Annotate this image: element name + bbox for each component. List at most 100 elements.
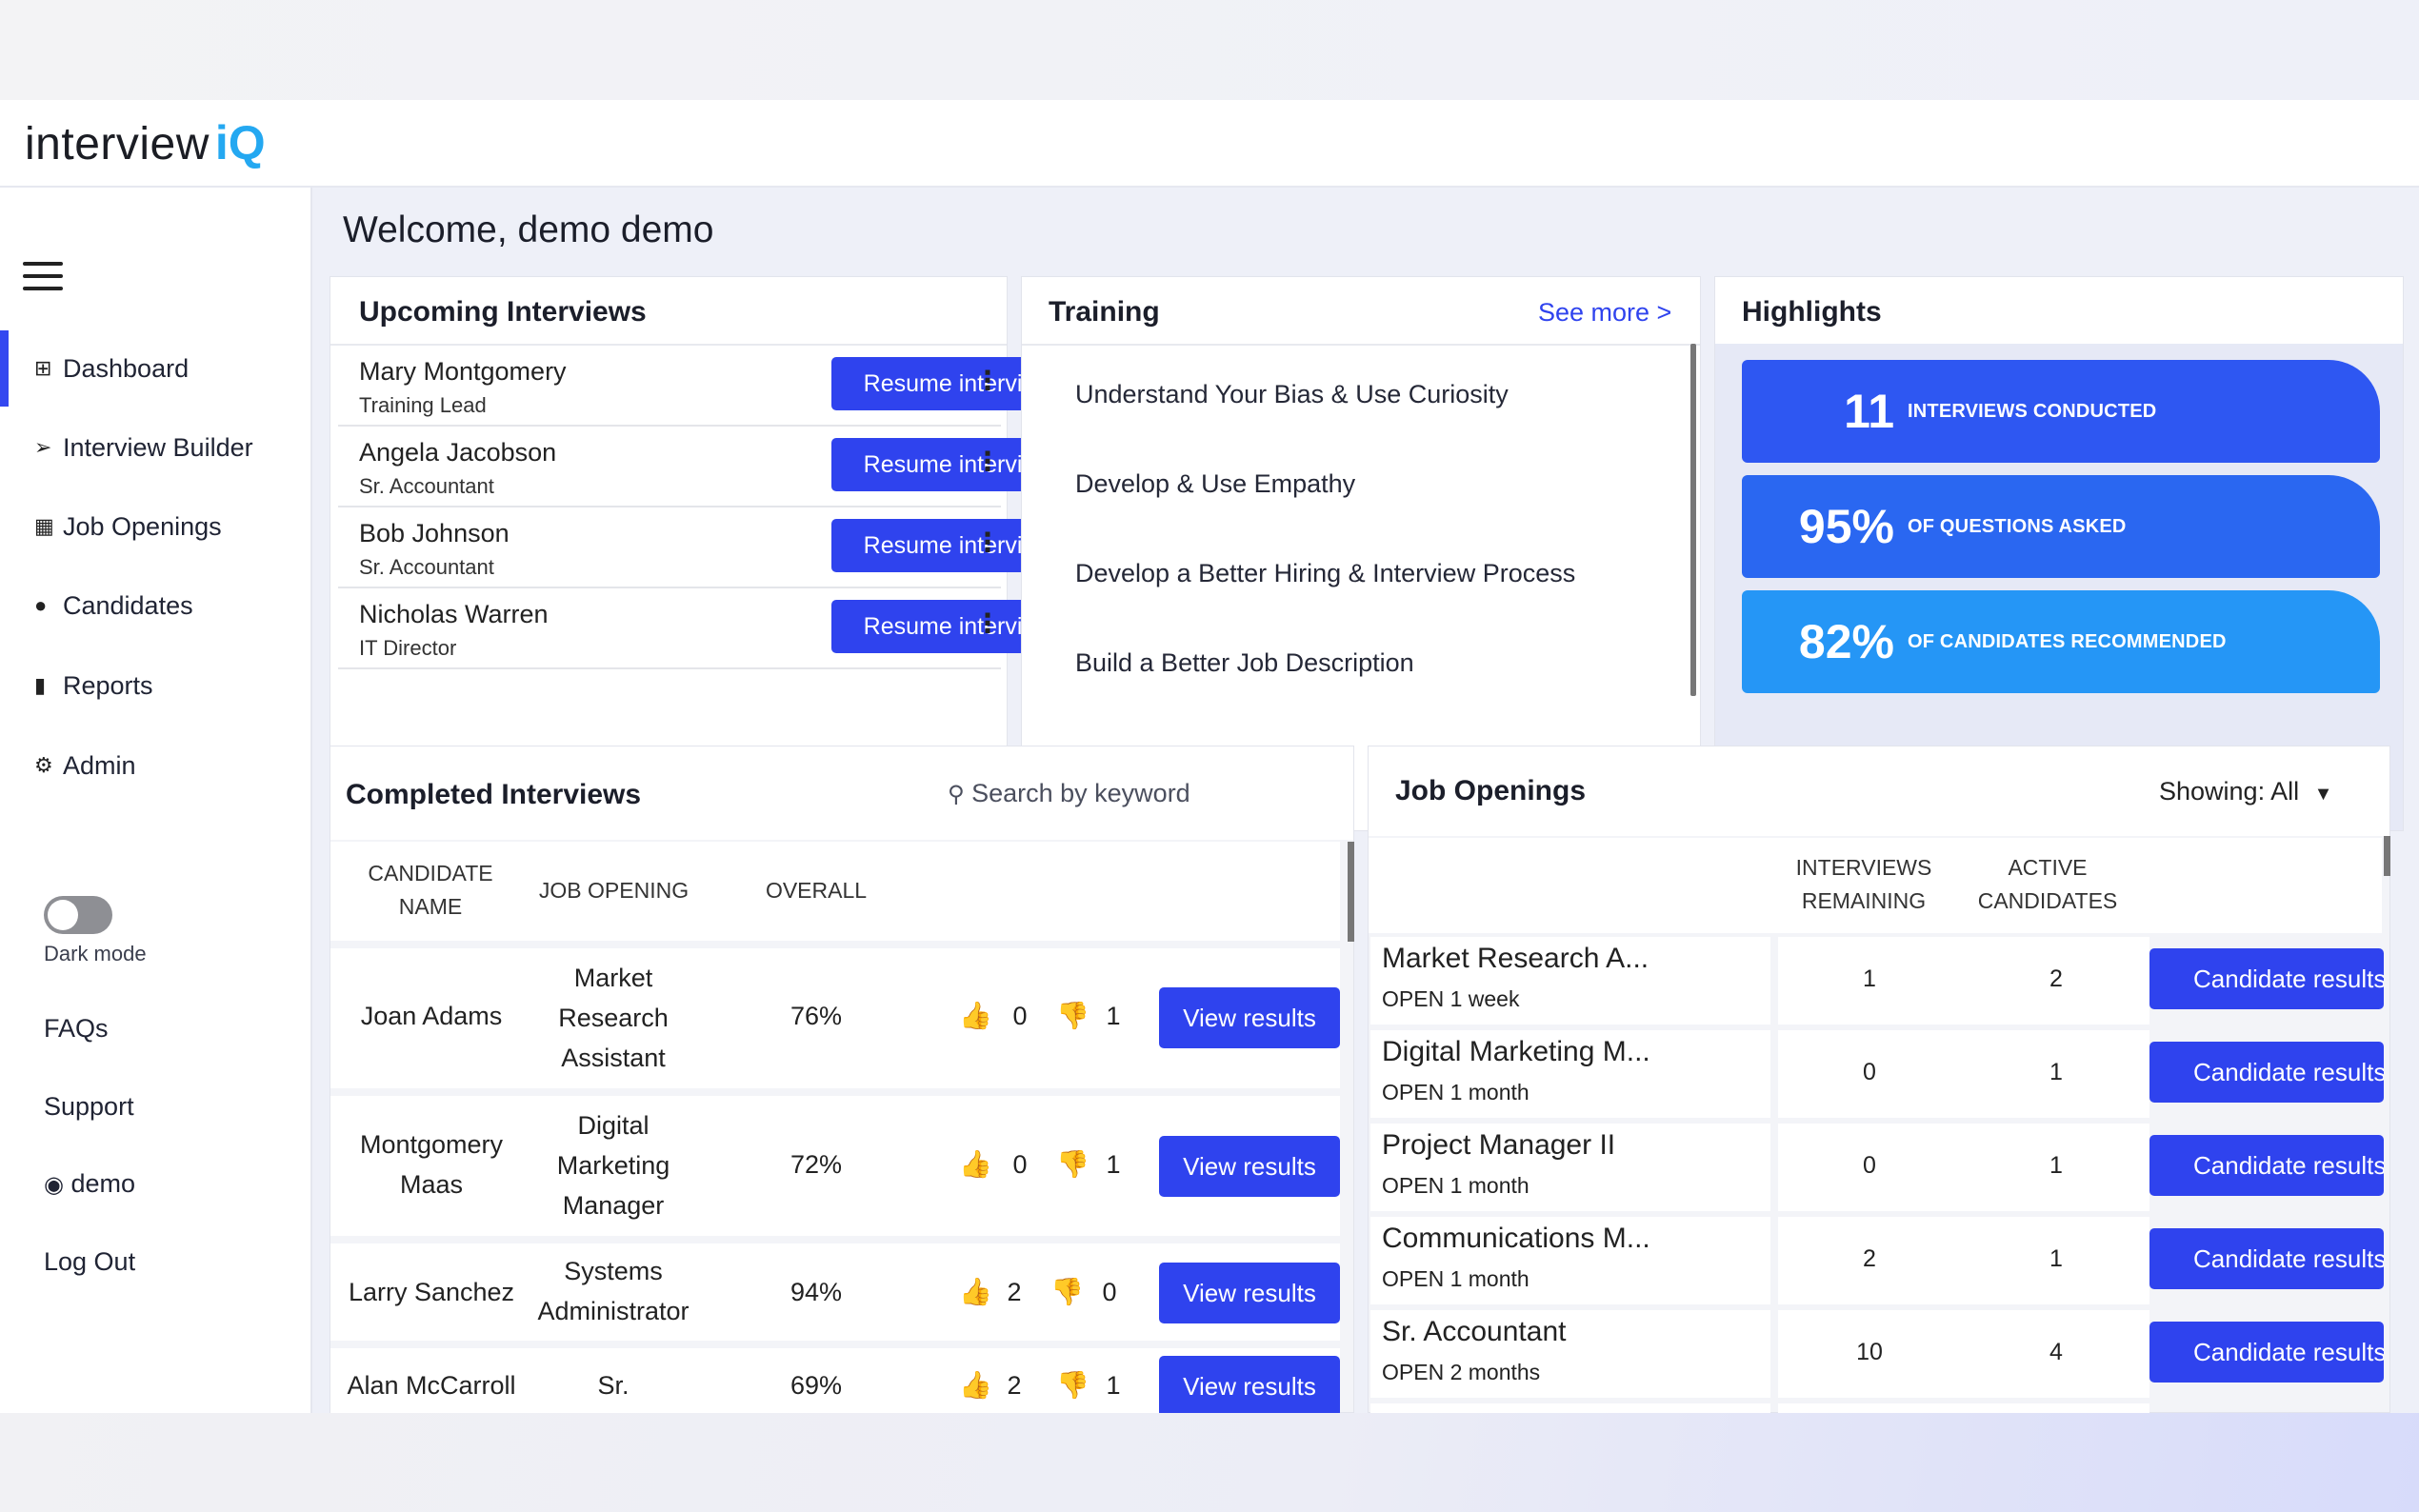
job-title-cell: [1370, 1310, 1770, 1398]
sidebar-item-reports[interactable]: ▮ Reports: [0, 647, 310, 724]
sidebar-item-admin[interactable]: ⚙ Admin: [0, 727, 310, 804]
table-row: Alan McCarroll Sr. Accountant 69% 👍 2 👎 …: [330, 1348, 1340, 1413]
completed-scrollbar[interactable]: [1348, 842, 1354, 942]
card-header: [330, 746, 1353, 840]
candidate-role: Sr. Accountant: [359, 555, 494, 579]
resume-interview-button[interactable]: Resume interview: [831, 600, 1085, 653]
thumbs-up-icon: 👍: [959, 1370, 992, 1400]
training-item[interactable]: Develop a Better Hiring & Interview Proc…: [1075, 559, 1576, 587]
thumbs-up-icon: 👍: [959, 1149, 992, 1179]
interviews-remaining: 0: [1863, 1059, 1876, 1085]
job-title[interactable]: Market Research A...: [1382, 943, 1649, 974]
candidate-results-button[interactable]: Candidate results: [2149, 1322, 2384, 1383]
view-results-button[interactable]: View results: [1159, 1263, 1340, 1323]
column-header-candidate-name[interactable]: CANDIDATE NAME: [368, 861, 493, 919]
candidate-name: Mary Montgomery: [359, 357, 567, 386]
candidate-name: Nicholas Warren: [359, 600, 549, 628]
dark-mode-toggle[interactable]: [44, 896, 112, 934]
book-icon: ▦: [34, 514, 54, 538]
thumbs-up-icon: 👍: [959, 1001, 992, 1030]
page-backdrop-bottom: [0, 1413, 2419, 1512]
highlight-questions-asked: 95% OF QUESTIONS ASKED: [1742, 475, 2380, 578]
thumbs-down-icon: 👎: [1056, 1001, 1090, 1030]
table-header: INTERVIEWS REMAINING ACTIVE CANDIDATES: [1369, 838, 2382, 933]
interviews-remaining: 0: [1863, 1152, 1876, 1179]
job-row: Digital Marketing M... OPEN 1 month 0 1 …: [1370, 1030, 2389, 1118]
sidebar-item-interview-builder[interactable]: ➢ Interview Builder: [0, 409, 310, 486]
thumbs-down-count: 1: [1106, 1002, 1121, 1030]
training-scrollbar[interactable]: [1690, 344, 1696, 696]
job-stats-cell: [1778, 937, 2149, 1025]
search-box[interactable]: ⚲ Search by keyword: [948, 779, 1190, 808]
column-header-interviews-remaining[interactable]: INTERVIEWS REMAINING: [1795, 855, 1932, 913]
highlights-card: Highlights 11 INTERVIEWS CONDUCTED 95% O…: [1714, 276, 2404, 831]
candidate-results-button[interactable]: Candidate results: [2149, 1135, 2384, 1196]
highlight-label: OF CANDIDATES RECOMMENDED: [1908, 630, 2227, 652]
job-title[interactable]: Communications M...: [1382, 1223, 1650, 1254]
card-header: [1715, 277, 2403, 344]
job-row: Project Manager II OPEN 1 month 0 1 Cand…: [1370, 1124, 2389, 1211]
logout-link[interactable]: Log Out: [44, 1247, 136, 1276]
divider: [1022, 344, 1700, 346]
thumbs-down-count: 1: [1106, 1150, 1121, 1179]
more-options-icon[interactable]: ⋮: [974, 527, 1001, 557]
view-results-button[interactable]: View results: [1159, 1356, 1340, 1413]
showing-filter-value: Showing: All: [2159, 777, 2300, 806]
training-item[interactable]: Build a Better Job Description: [1075, 648, 1414, 677]
faqs-link[interactable]: FAQs: [44, 1014, 109, 1043]
user-menu[interactable]: ◉ demo: [44, 1169, 135, 1199]
view-results-button[interactable]: View results: [1159, 987, 1340, 1048]
jobs-scrollbar[interactable]: [2384, 836, 2390, 876]
card-title: Completed Interviews: [346, 779, 642, 810]
active-candidates: 1: [2049, 1245, 2063, 1272]
sidebar-item-candidates[interactable]: ● Candidates: [0, 567, 310, 644]
interviews-remaining: 10: [1856, 1339, 1883, 1365]
candidate-name: Joan Adams: [360, 1002, 503, 1030]
job-title-cell: [1370, 937, 1770, 1025]
job-row-partial: [1370, 1403, 1770, 1413]
candidate-results-button[interactable]: Candidate results: [2149, 1228, 2384, 1289]
hamburger-menu-icon[interactable]: [23, 262, 63, 294]
search-input[interactable]: Search by keyword: [971, 779, 1190, 807]
table-row: Montgomery Maas Digital Marketing Manage…: [330, 1096, 1340, 1236]
sidebar-item-dashboard[interactable]: ⊞ Dashboard: [0, 330, 310, 407]
training-item[interactable]: Develop & Use Empathy: [1075, 469, 1356, 498]
divider: [330, 344, 1007, 346]
active-candidates: 1: [2049, 1059, 2063, 1085]
see-more-link[interactable]: See more >: [1538, 298, 1672, 327]
job-status: OPEN 1 month: [1382, 1266, 1529, 1291]
sidebar: ⊞ Dashboard ➢ Interview Builder ▦ Job Op…: [0, 188, 312, 1413]
column-header-active-candidates[interactable]: ACTIVE CANDIDATES: [1977, 855, 2118, 913]
upcoming-row: Mary Montgomery Training Lead Resume int…: [338, 346, 1085, 427]
card-title: Highlights: [1742, 296, 1882, 328]
job-opening: Systems Administrator: [537, 1257, 690, 1325]
highlight-label: INTERVIEWS CONDUCTED: [1908, 400, 2157, 422]
job-title[interactable]: Project Manager II: [1382, 1129, 1616, 1161]
page-backdrop-top: [0, 0, 2419, 100]
more-options-icon[interactable]: ⋮: [974, 366, 1001, 395]
job-title[interactable]: Digital Marketing M...: [1382, 1036, 1650, 1067]
interviews-remaining: 2: [1863, 1245, 1876, 1272]
showing-filter-dropdown[interactable]: Showing: All ▼: [2159, 777, 2332, 806]
table-row: Joan Adams Market Research Assistant 76%…: [330, 948, 1340, 1088]
column-header-overall[interactable]: OVERALL: [765, 878, 868, 903]
bar-chart-icon: ▮: [34, 673, 47, 697]
sidebar-item-job-openings[interactable]: ▦ Job Openings: [0, 488, 310, 565]
training-item[interactable]: Understand Your Bias & Use Curiosity: [1075, 380, 1509, 408]
view-results-button[interactable]: View results: [1159, 1136, 1340, 1197]
more-options-icon[interactable]: ⋮: [974, 608, 1001, 638]
app-logo[interactable]: interview iQ: [25, 115, 266, 170]
candidate-results-button[interactable]: Candidate results: [2149, 948, 2384, 1009]
more-options-icon[interactable]: ⋮: [974, 447, 1001, 476]
candidate-results-button[interactable]: Candidate results: [2149, 1042, 2384, 1103]
thumbs-down-icon: 👎: [1056, 1149, 1090, 1179]
card-title: Training: [1049, 296, 1160, 328]
job-title[interactable]: Sr. Accountant: [1382, 1316, 1567, 1347]
job-title-cell: [1370, 1217, 1770, 1304]
sidebar-item-label: Dashboard: [63, 353, 190, 383]
sidebar-item-label: Candidates: [63, 590, 193, 620]
active-candidates: 4: [2049, 1339, 2063, 1365]
column-header-job-opening[interactable]: JOB OPENING: [538, 878, 690, 903]
compass-icon: ➢: [34, 435, 52, 459]
support-link[interactable]: Support: [44, 1092, 134, 1121]
